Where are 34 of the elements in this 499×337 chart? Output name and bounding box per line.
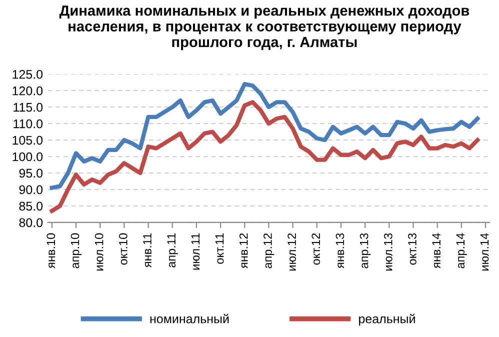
x-tick-label: окт.13 xyxy=(408,233,416,265)
x-tick-label: окт.12 xyxy=(312,233,320,265)
x-tick-label: янв.12 xyxy=(239,233,248,268)
x-tick-label: янв.14 xyxy=(432,233,440,268)
x-tick-label: июл.13 xyxy=(384,233,392,270)
x-tick-label: апр.11 xyxy=(167,233,178,268)
x-tick-label: окт.10 xyxy=(118,233,128,265)
y-tick-label: 120.0 xyxy=(12,86,43,96)
y-tick-label: 85.0 xyxy=(19,202,43,211)
x-tick-label: янв.10 xyxy=(46,233,56,268)
chart-title: Динамика номинальных и реальных денежных доходов населения, в процентах к соответствующему периоду прошлого года, г. Алматы xyxy=(59,6,470,50)
x-tick-label: июл.14 xyxy=(480,233,489,270)
x-tick-label: апр.12 xyxy=(264,233,274,268)
y-tick-label: 115.0 xyxy=(14,102,43,112)
y-tick-label: 105.0 xyxy=(12,136,43,145)
y-tick-label: 110.0 xyxy=(14,119,43,128)
y-tick-label: 125.0 xyxy=(12,70,43,79)
y-tick-label: 100.0 xyxy=(12,152,43,162)
x-tick-label: июл.12 xyxy=(288,233,296,270)
y-tick-label: 95.0 xyxy=(19,168,43,178)
line-series xyxy=(50,82,480,190)
x-tick-label: июл.11 xyxy=(191,233,200,270)
line-series xyxy=(50,100,480,213)
x-tick-label: окт.11 xyxy=(215,233,224,264)
x-tick-label: апр.13 xyxy=(360,233,371,268)
x-tick-label: янв.13 xyxy=(336,233,344,268)
x-tick-label: янв.11 xyxy=(143,233,152,268)
x-tick-label: апр.10 xyxy=(70,233,82,268)
x-tick-label: апр.14 xyxy=(456,233,467,268)
legend-label: номинальный xyxy=(150,314,229,324)
y-tick-label: 80.0 xyxy=(19,218,43,228)
y-tick-label: 90.0 xyxy=(19,185,43,194)
x-tick-label: июл.10 xyxy=(94,233,104,270)
legend-label: реальный xyxy=(359,314,415,326)
